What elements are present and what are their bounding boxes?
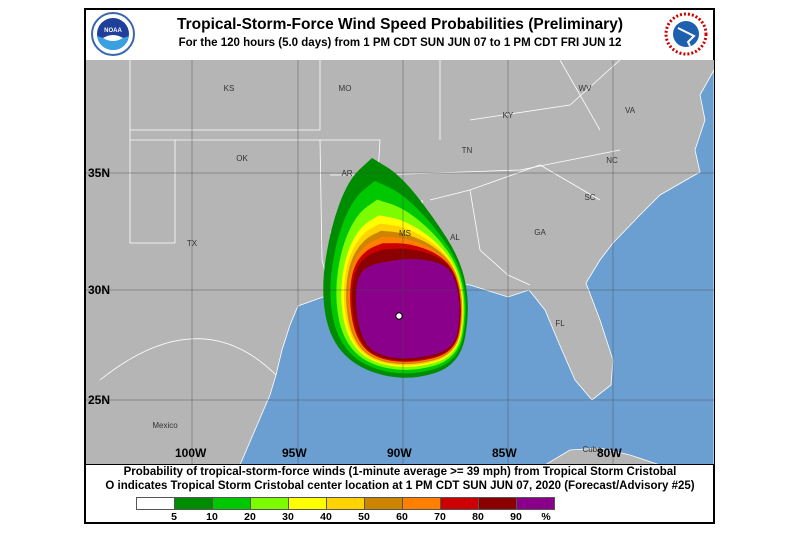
- legend-swatch: [175, 498, 213, 509]
- legend-label: 5: [171, 511, 177, 523]
- region-label: Cuba: [582, 445, 602, 454]
- storm-center-marker: [395, 312, 403, 320]
- region-label: VA: [625, 106, 636, 115]
- probability-map: KS MO KY WV VA OK AR TN NC SC TX MS AL G…: [86, 60, 714, 465]
- ocean: [239, 69, 714, 465]
- noaa-logo: NOAA: [91, 12, 135, 56]
- latitude-label: 35N: [88, 166, 110, 180]
- region-label: AR: [341, 169, 352, 178]
- longitude-label: 100W: [175, 446, 207, 460]
- longitude-label: 85W: [492, 446, 517, 460]
- legend-label: 60: [396, 511, 408, 523]
- region-label: KS: [224, 84, 235, 93]
- legend-label: 30: [282, 511, 294, 523]
- legend-label: 40: [320, 511, 332, 523]
- svg-text:NOAA: NOAA: [104, 28, 122, 34]
- region-label: SC: [584, 193, 595, 202]
- region-label: MO: [339, 84, 352, 93]
- region-label: FL: [555, 319, 565, 328]
- cuba: [544, 447, 661, 465]
- legend-swatch: [441, 498, 479, 509]
- region-label: MS: [399, 229, 411, 238]
- legend-label: 20: [244, 511, 256, 523]
- region-label: GA: [534, 228, 546, 237]
- legend-swatch: [517, 498, 554, 509]
- region-label: TX: [187, 239, 198, 248]
- legend-swatch: [327, 498, 365, 509]
- caption-line-2: O indicates Tropical Storm Cristobal cen…: [105, 480, 695, 492]
- legend-label: 80: [472, 511, 484, 523]
- legend-swatch: [213, 498, 251, 509]
- color-legend: [136, 497, 555, 510]
- graticule: [86, 60, 714, 465]
- legend-label: 90: [510, 511, 522, 523]
- latitude-label: 25N: [88, 393, 110, 407]
- region-label: KY: [503, 111, 514, 120]
- region-label: WV: [579, 84, 593, 93]
- legend-label: 10: [206, 511, 218, 523]
- chart-title: Tropical-Storm-Force Wind Speed Probabil…: [176, 16, 623, 33]
- nws-logo: [664, 12, 708, 56]
- probability-contours: [323, 158, 468, 378]
- longitude-label: 80W: [597, 446, 622, 460]
- probability-band-90: [355, 259, 460, 359]
- region-label: OK: [236, 154, 248, 163]
- longitude-label: 90W: [387, 446, 412, 460]
- legend-label: %: [541, 511, 551, 523]
- legend-swatch: [479, 498, 517, 509]
- caption-line-1: Probability of tropical-storm-force wind…: [123, 466, 677, 478]
- chart-subtitle: For the 120 hours (5.0 days) from 1 PM C…: [178, 37, 622, 49]
- legend-swatch: [289, 498, 327, 509]
- legend-swatch: [137, 498, 175, 509]
- region-label: TN: [462, 146, 473, 155]
- legend-swatch: [251, 498, 289, 509]
- legend-label: 70: [434, 511, 446, 523]
- legend-swatch: [403, 498, 441, 509]
- legend-label: 50: [358, 511, 370, 523]
- legend-swatch: [365, 498, 403, 509]
- latitude-label: 30N: [88, 283, 110, 297]
- region-label: Mexico: [152, 421, 178, 430]
- longitude-label: 95W: [282, 446, 307, 460]
- region-label: AL: [450, 233, 460, 242]
- region-label: NC: [606, 156, 618, 165]
